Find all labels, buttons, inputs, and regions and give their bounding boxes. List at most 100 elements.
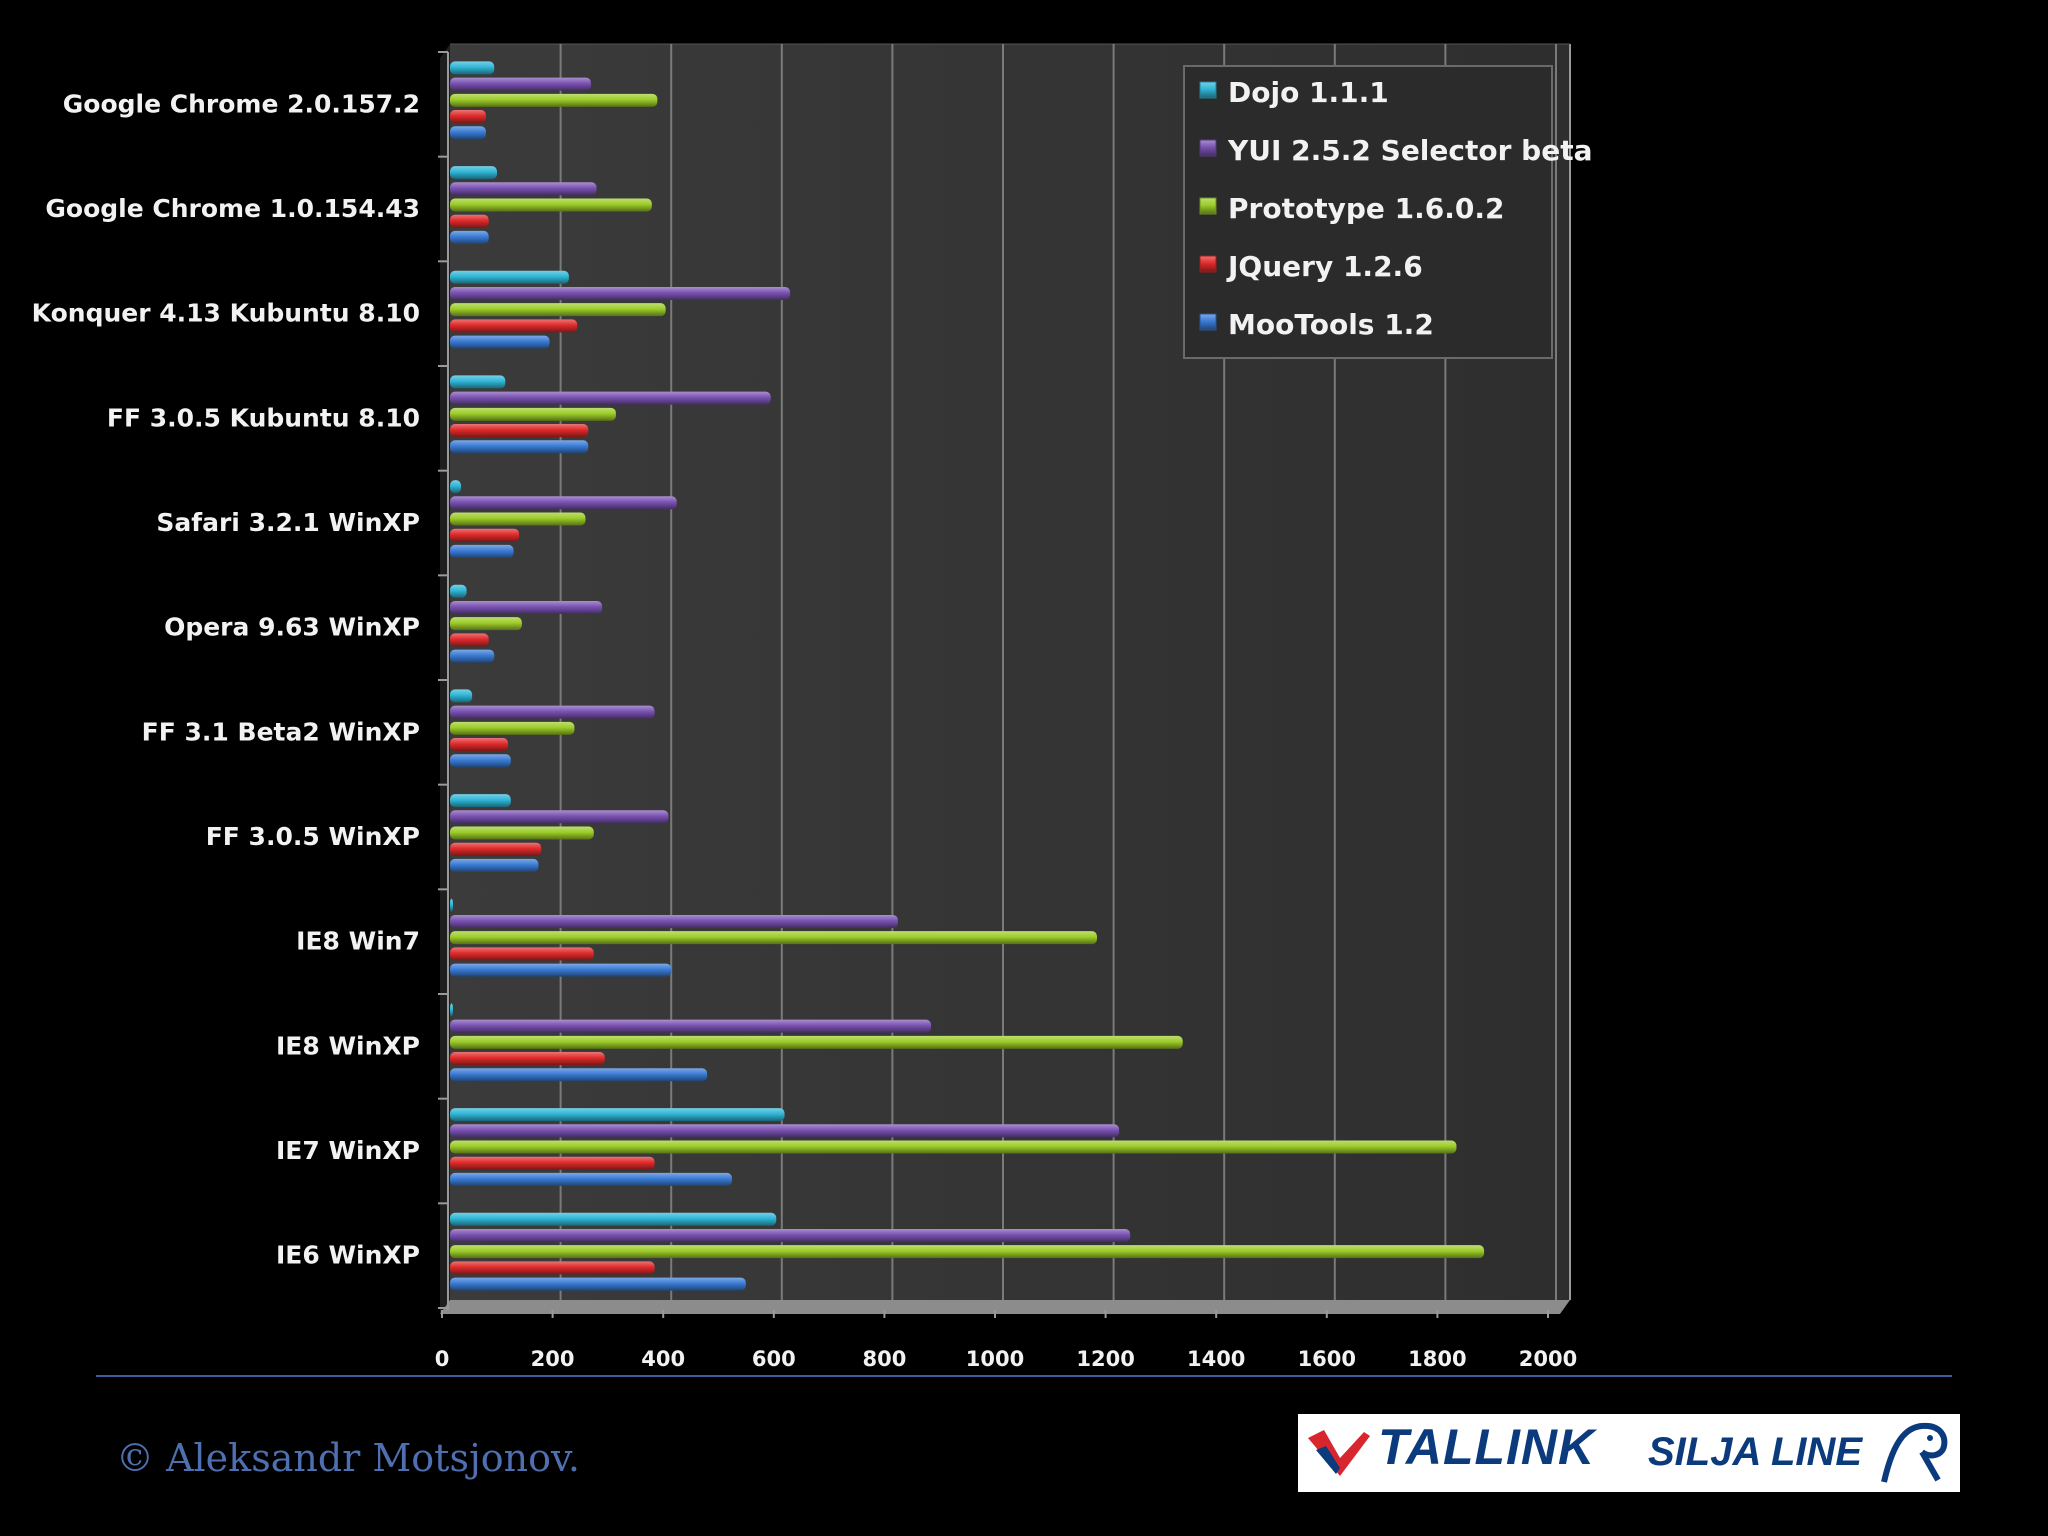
bar-4-11: IE6 WinXP — MooTools 1.2: 535 [450, 1277, 746, 1291]
bar-0-6: FF 3.1 Beta2 WinXP — Dojo 1.1.1: 40 [450, 689, 473, 703]
category-label: FF 3.0.5 Kubuntu 8.10 [107, 403, 420, 432]
legend-label: YUI 2.5.2 Selector beta [1227, 134, 1592, 167]
bar-0-9: IE8 WinXP — Dojo 1.1.1: 5 [450, 1003, 453, 1017]
bar-1-10: IE7 WinXP — YUI 2.5.2 Selector beta: 121… [450, 1124, 1120, 1138]
category-label: Safari 3.2.1 WinXP [156, 508, 420, 537]
bar-3-11: IE6 WinXP — JQuery 1.2.6: 370 [450, 1261, 655, 1275]
bar-1-9: IE8 WinXP — YUI 2.5.2 Selector beta: 870 [450, 1019, 932, 1033]
bar-2-5: Opera 9.63 WinXP — Prototype 1.6.0.2: 13… [450, 617, 522, 631]
x-tick-label: 800 [862, 1347, 906, 1371]
x-tick-label: 1000 [966, 1347, 1024, 1371]
seal-logo-icon [1881, 1422, 1948, 1483]
copyright-text: © Aleksandr Motsjonov. [116, 1436, 580, 1480]
bar-2-6: FF 3.1 Beta2 WinXP — Prototype 1.6.0.2: … [450, 721, 575, 735]
bar-2-11: IE6 WinXP — Prototype 1.6.0.2: 1870 [450, 1245, 1485, 1259]
bar-0-11: IE6 WinXP — Dojo 1.1.1: 590 [450, 1212, 777, 1226]
bar-1-8: IE8 Win7 — YUI 2.5.2 Selector beta: 810 [450, 914, 898, 928]
bar-0-10: IE7 WinXP — Dojo 1.1.1: 605 [450, 1108, 785, 1122]
bar-2-8: IE8 Win7 — Prototype 1.6.0.2: 1170 [450, 931, 1098, 945]
bar-4-10: IE7 WinXP — MooTools 1.2: 510 [450, 1172, 733, 1186]
bar-3-10: IE7 WinXP — JQuery 1.2.6: 370 [450, 1156, 655, 1170]
bar-3-3: FF 3.0.5 Kubuntu 8.10 — JQuery 1.2.6: 25… [450, 424, 589, 438]
legend-swatch [1199, 139, 1217, 157]
x-tick-label: 400 [641, 1347, 685, 1371]
x-tick-label: 1800 [1408, 1347, 1466, 1371]
bar-3-2: Konquer 4.13 Kubuntu 8.10 — JQuery 1.2.6… [450, 319, 578, 333]
bar-0-0: Google Chrome 2.0.157.2 — Dojo 1.1.1: 80 [450, 61, 495, 75]
x-tick-label: 1400 [1187, 1347, 1245, 1371]
category-label: FF 3.0.5 WinXP [206, 822, 420, 851]
x-tick-label: 2000 [1519, 1347, 1577, 1371]
category-label: Opera 9.63 WinXP [164, 613, 420, 642]
bar-1-3: FF 3.0.5 Kubuntu 8.10 — YUI 2.5.2 Select… [450, 391, 771, 405]
bar-4-8: IE8 Win7 — MooTools 1.2: 400 [450, 963, 672, 977]
category-label: FF 3.1 Beta2 WinXP [142, 717, 420, 746]
x-tick-label: 600 [752, 1347, 796, 1371]
category-label: Konquer 4.13 Kubuntu 8.10 [32, 299, 420, 328]
bar-3-9: IE8 WinXP — JQuery 1.2.6: 280 [450, 1052, 605, 1066]
category-label: IE7 WinXP [276, 1136, 420, 1165]
bar-1-1: Google Chrome 1.0.154.43 — YUI 2.5.2 Sel… [450, 182, 597, 196]
bar-3-4: Safari 3.2.1 WinXP — JQuery 1.2.6: 125 [450, 528, 520, 542]
bar-4-2: Konquer 4.13 Kubuntu 8.10 — MooTools 1.2… [450, 335, 550, 349]
legend-box [1183, 65, 1553, 359]
bar-0-8: IE8 Win7 — Dojo 1.1.1: 5 [450, 898, 453, 912]
legend-swatch [1199, 313, 1217, 331]
legend-swatch [1199, 197, 1217, 215]
tallink-logo-icon [1308, 1430, 1370, 1476]
bar-4-7: FF 3.0.5 WinXP — MooTools 1.2: 160 [450, 858, 539, 872]
bar-2-3: FF 3.0.5 Kubuntu 8.10 — Prototype 1.6.0.… [450, 407, 616, 421]
bar-4-3: FF 3.0.5 Kubuntu 8.10 — MooTools 1.2: 25… [450, 440, 589, 454]
bar-4-4: Safari 3.2.1 WinXP — MooTools 1.2: 115 [450, 544, 514, 558]
bar-3-8: IE8 Win7 — JQuery 1.2.6: 260 [450, 947, 594, 961]
legend-label: MooTools 1.2 [1228, 308, 1434, 341]
legend: Dojo 1.1.1 YUI 2.5.2 Selector beta Prototy… [1183, 65, 1592, 359]
bar-2-0: Google Chrome 2.0.157.2 — Prototype 1.6.… [450, 93, 658, 107]
bar-0-1: Google Chrome 1.0.154.43 — Dojo 1.1.1: 8… [450, 166, 498, 180]
bar-1-2: Konquer 4.13 Kubuntu 8.10 — YUI 2.5.2 Se… [450, 286, 791, 300]
category-label: Google Chrome 2.0.157.2 [63, 89, 420, 118]
bar-1-0: Google Chrome 2.0.157.2 — YUI 2.5.2 Sele… [450, 77, 592, 91]
legend-label: Dojo 1.1.1 [1228, 76, 1389, 109]
logo-text-tallink: TALLINK [1378, 1419, 1596, 1475]
bar-0-2: Konquer 4.13 Kubuntu 8.10 — Dojo 1.1.1: … [450, 270, 569, 284]
bar-0-4: Safari 3.2.1 WinXP — Dojo 1.1.1: 20 [450, 480, 462, 494]
x-tick-label: 0 [435, 1347, 450, 1371]
bars: Google Chrome 2.0.157.2 — Dojo 1.1.1: 80… [450, 61, 1485, 1291]
bar-4-9: IE8 WinXP — MooTools 1.2: 465 [450, 1068, 708, 1082]
bar-3-5: Opera 9.63 WinXP — JQuery 1.2.6: 70 [450, 633, 489, 647]
legend-swatch [1199, 255, 1217, 273]
bar-3-6: FF 3.1 Beta2 WinXP — JQuery 1.2.6: 105 [450, 738, 509, 752]
legend-swatch [1199, 81, 1217, 99]
category-label: IE6 WinXP [276, 1241, 420, 1270]
legend-label: Prototype 1.6.0.2 [1228, 192, 1504, 225]
x-tick-label: 1600 [1298, 1347, 1356, 1371]
bar-1-4: Safari 3.2.1 WinXP — YUI 2.5.2 Selector … [450, 496, 677, 510]
category-label: Google Chrome 1.0.154.43 [45, 194, 420, 223]
x-tick-label: 1200 [1076, 1347, 1134, 1371]
bar-2-4: Safari 3.2.1 WinXP — Prototype 1.6.0.2: … [450, 512, 586, 526]
bar-4-1: Google Chrome 1.0.154.43 — MooTools 1.2:… [450, 230, 489, 244]
axes: Google Chrome 2.0.157.2 Google Chrome 1.0… [32, 51, 1577, 1371]
category-label: IE8 WinXP [276, 1031, 420, 1060]
bar-chart: Google Chrome 2.0.157.2 — Dojo 1.1.1: 80… [32, 43, 1592, 1371]
bar-0-7: FF 3.0.5 WinXP — Dojo 1.1.1: 110 [450, 794, 511, 808]
legend-label: JQuery 1.2.6 [1226, 250, 1423, 283]
bar-4-0: Google Chrome 2.0.157.2 — MooTools 1.2: … [450, 126, 486, 140]
bar-3-1: Google Chrome 1.0.154.43 — JQuery 1.2.6:… [450, 214, 489, 228]
bar-2-7: FF 3.0.5 WinXP — Prototype 1.6.0.2: 260 [450, 826, 594, 840]
bar-0-5: Opera 9.63 WinXP — Dojo 1.1.1: 30 [450, 584, 467, 598]
bar-0-3: FF 3.0.5 Kubuntu 8.10 — Dojo 1.1.1: 100 [450, 375, 506, 389]
bar-1-6: FF 3.1 Beta2 WinXP — YUI 2.5.2 Selector … [450, 705, 655, 719]
bar-2-9: IE8 WinXP — Prototype 1.6.0.2: 1325 [450, 1035, 1183, 1049]
plot-floor [440, 1300, 1570, 1314]
bar-2-1: Google Chrome 1.0.154.43 — Prototype 1.6… [450, 198, 652, 212]
bar-1-5: Opera 9.63 WinXP — YUI 2.5.2 Selector be… [450, 600, 603, 614]
bar-4-5: Opera 9.63 WinXP — MooTools 1.2: 80 [450, 649, 495, 663]
footer-divider [96, 1375, 1952, 1377]
logo-text-silja-line: SILJA LINE [1648, 1430, 1863, 1474]
tallink-silja-logo: TALLINK SILJA LINE [1298, 1414, 1960, 1492]
bar-1-7: FF 3.0.5 WinXP — YUI 2.5.2 Selector beta… [450, 810, 669, 824]
bar-2-2: Konquer 4.13 Kubuntu 8.10 — Prototype 1.… [450, 303, 666, 317]
bar-3-7: FF 3.0.5 WinXP — JQuery 1.2.6: 165 [450, 842, 542, 856]
